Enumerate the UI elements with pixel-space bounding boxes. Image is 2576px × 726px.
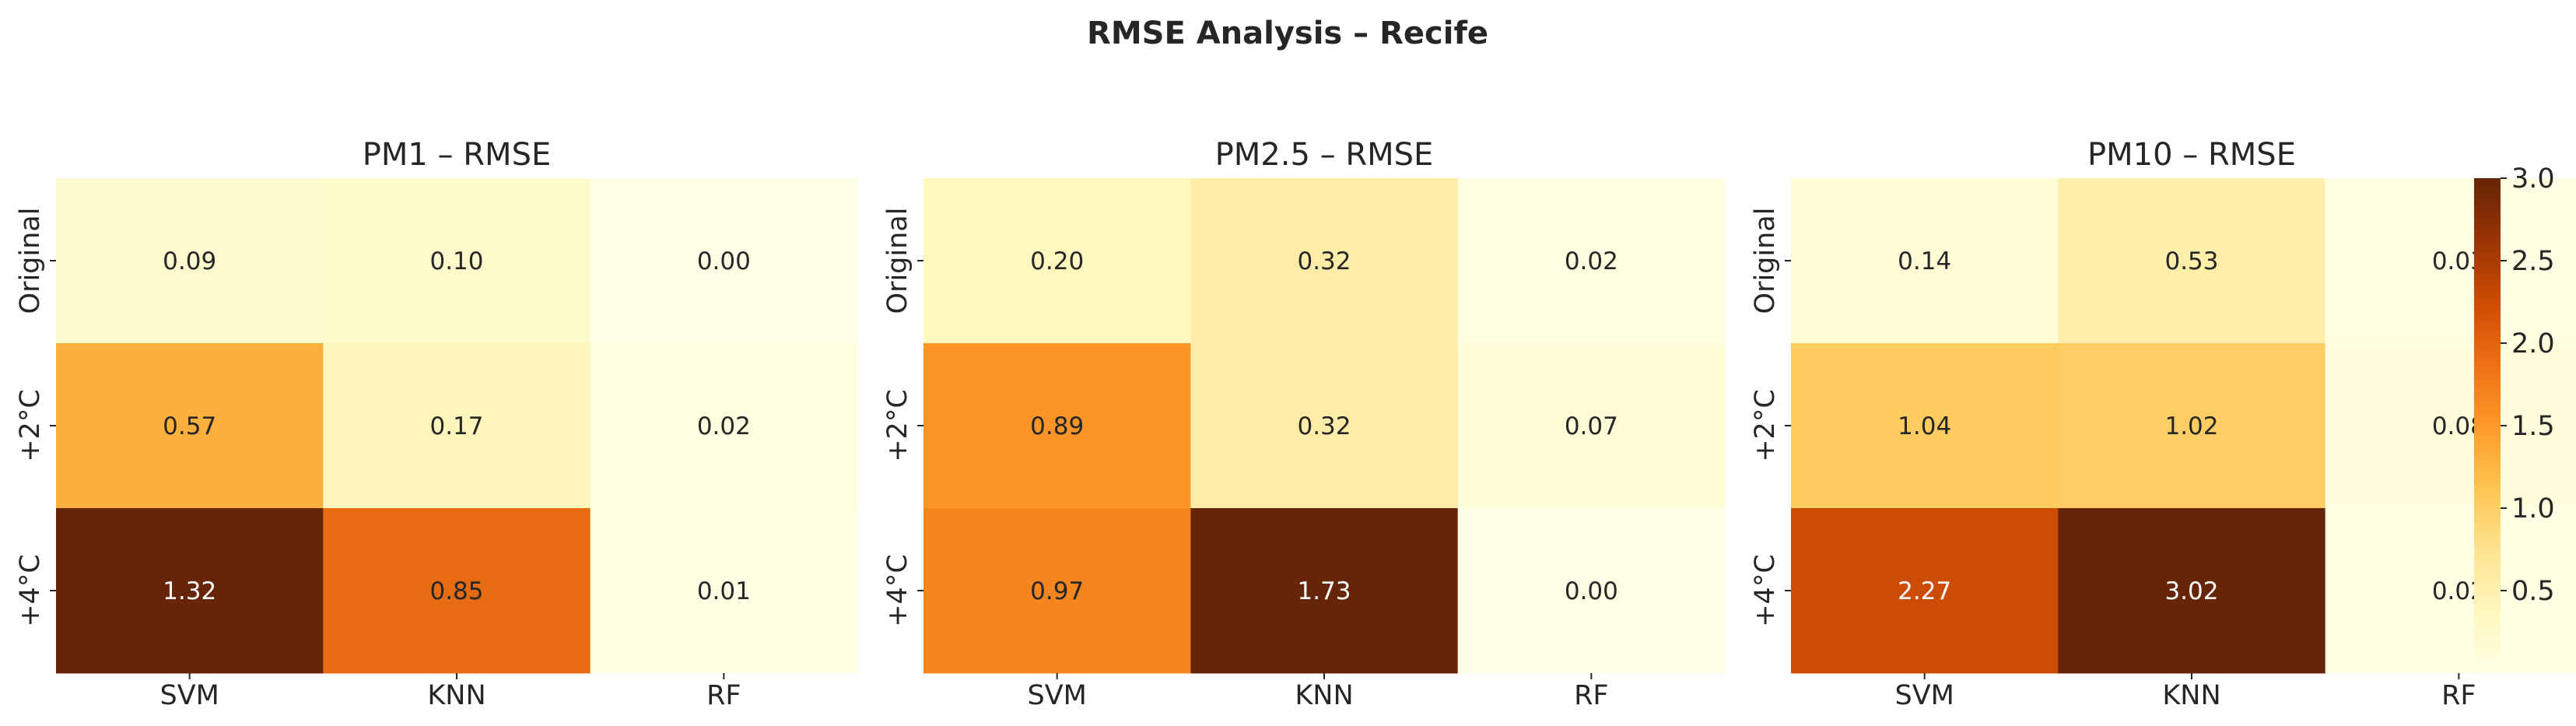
colorbar-tick-label: 1.5 [2511,411,2555,442]
y-tick-label: Original [882,208,913,314]
colorbar-tick-label: 0.5 [2511,576,2555,607]
colorbar-tick-label: 2.5 [2511,246,2555,277]
cell-value-label: 1.02 [2164,412,2218,440]
heatmap-panel-2: PM2.5 – RMSE 0.20 0.32 0.02 0.89 0.32 0.07 0.97… [882,137,1726,711]
x-tick-label: KNN [2162,680,2220,711]
colorbar-tick-label: 2.0 [2511,328,2555,359]
y-tick-label: Original [1750,208,1781,314]
x-tick-label: KNN [427,680,485,711]
heatmap-cell [323,178,591,344]
x-tick-label: RF [2441,680,2476,711]
x-tick-label: KNN [1295,680,1353,711]
cell-value-label: 0.09 [163,247,216,275]
heatmap-cell [2325,343,2576,509]
heatmap-cell [2325,508,2576,674]
x-tick-label: RF [1574,680,1608,711]
cell-value-label: 1.04 [1898,412,1951,440]
heatmap-cell [56,343,324,509]
heatmap-cell [590,178,858,344]
heatmap-cell [924,343,1191,509]
heatmap-cell [323,343,591,509]
cell-value-label: 3.02 [2164,577,2218,605]
heatmap-cell [1457,178,1726,344]
panel-title: PM2.5 – RMSE [1215,137,1434,173]
cell-value-label: 0.14 [1898,247,1951,275]
cell-value-label: 0.57 [163,412,216,440]
cell-value-label: 1.32 [163,577,216,605]
cell-value-label: 0.17 [429,412,483,440]
y-tick-label: Original [15,208,46,314]
heatmap-cell [1190,178,1459,344]
heatmap-cell [2058,178,2326,344]
cell-value-label: 0.85 [429,577,483,605]
cell-value-label: 0.02 [697,412,751,440]
y-tick-label: +4°C [882,554,913,627]
cell-value-label: 0.00 [697,247,751,275]
heatmap-panels: PM1 – RMSE 0.09 0.10 0.00 0.57 0.17 0.02 1.32 0.… [15,137,2576,711]
figure-title: RMSE Analysis – Recife [1087,16,1488,51]
heatmap-cell [2325,178,2576,344]
heatmap-panel-1: PM1 – RMSE 0.09 0.10 0.00 0.57 0.17 0.02 1.32 0.… [15,137,858,711]
heatmap-cell [1457,343,1726,509]
cell-value-label: 0.10 [429,247,483,275]
heatmap-cell [1791,178,2059,344]
y-tick-label: +4°C [1750,554,1781,627]
heatmap-cell [1190,343,1459,509]
heatmap-cell [924,508,1191,674]
y-tick-label: +2°C [15,389,46,462]
heatmap-cell [2058,508,2326,674]
y-tick-label: +2°C [882,389,913,462]
x-tick-label: SVM [159,680,219,711]
heatmap-cell [56,508,324,674]
colorbar-tick-label: 1.0 [2511,493,2555,524]
heatmap-cell [590,508,858,674]
cell-value-label: 0.32 [1297,412,1351,440]
x-tick-label: SVM [1894,680,1954,711]
colorbar-tick-label: 3.0 [2511,163,2555,195]
heatmap-cell [590,343,858,509]
cell-value-label: 0.07 [1565,412,1618,440]
cell-value-label: 2.27 [1898,577,1951,605]
cell-value-label: 0.97 [1030,577,1084,605]
y-tick-label: +4°C [15,554,46,627]
heatmap-cell [323,508,591,674]
colorbar-gradient [2474,178,2501,673]
cell-value-label: 1.73 [1297,577,1351,605]
heatmap-cell [1791,508,2059,674]
cell-value-label: 0.53 [2164,247,2218,275]
cell-value-label: 0.01 [697,577,751,605]
x-tick-label: SVM [1027,680,1086,711]
heatmap-cell [1190,508,1459,674]
cell-value-label: 0.89 [1030,412,1084,440]
heatmap-cell [2058,343,2326,509]
cell-value-label: 0.00 [1565,577,1618,605]
cell-value-label: 0.02 [1565,247,1618,275]
panel-title: PM1 – RMSE [363,137,551,173]
y-tick-label: +2°C [1750,389,1781,462]
panel-title: PM10 – RMSE [2087,137,2296,173]
cell-value-label: 0.32 [1297,247,1351,275]
colorbar: 0.5 1.0 1.5 2.0 2.5 3.0 [2474,163,2555,673]
x-tick-label: RF [706,680,741,711]
heatmap-cell [56,178,324,344]
heatmap-cell [924,178,1191,344]
heatmap-cell [1457,508,1726,674]
cell-value-label: 0.20 [1030,247,1084,275]
heatmap-cell [1791,343,2059,509]
